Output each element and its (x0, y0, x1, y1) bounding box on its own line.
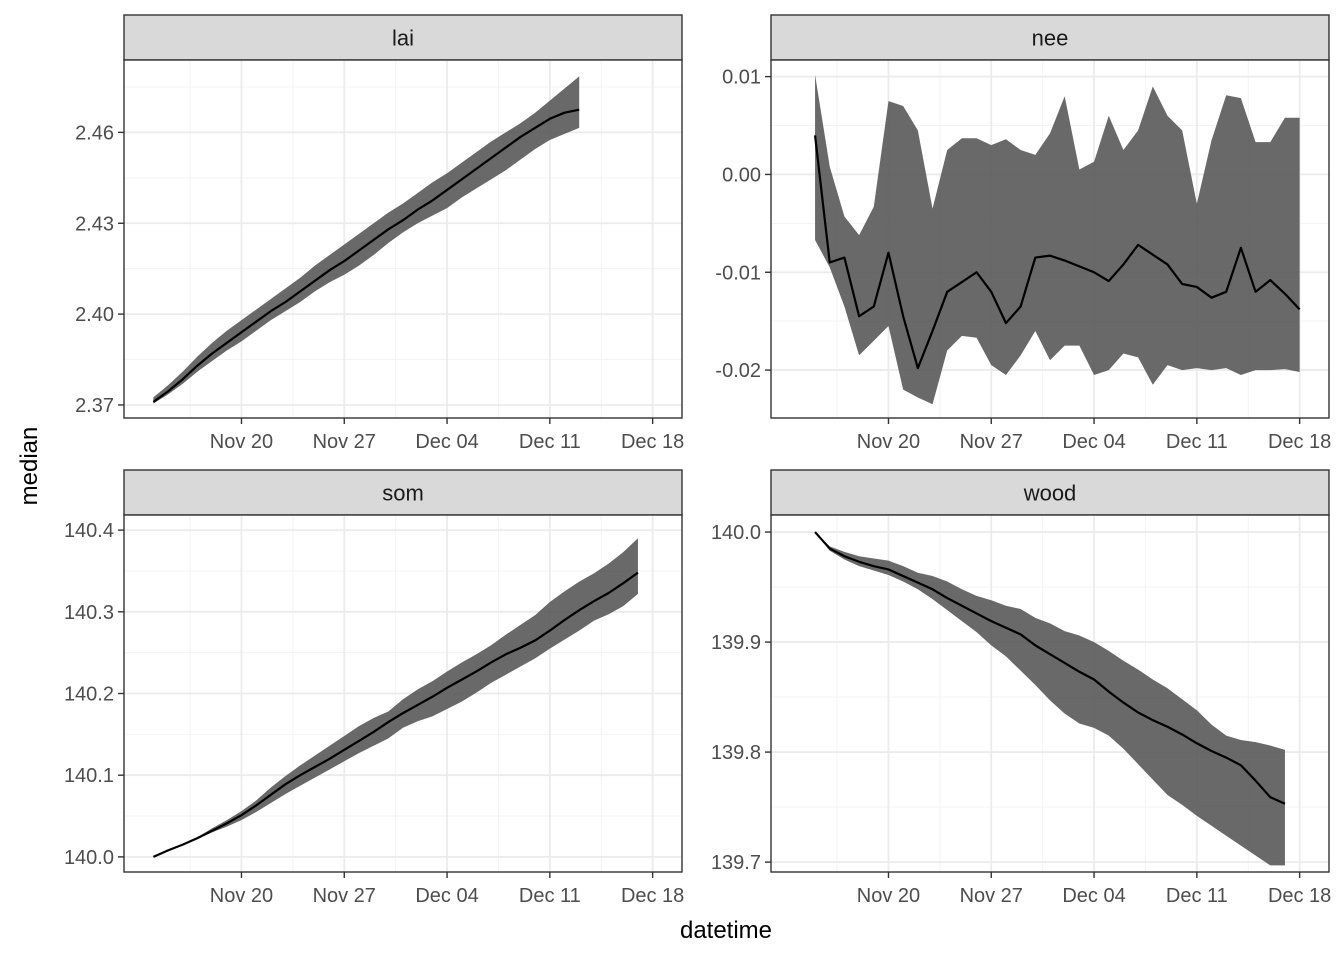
panel-border-nee (770, 59, 1330, 419)
x-tick-label-lai-3: Dec 11 (519, 431, 581, 453)
median-line-som (152, 571, 639, 858)
panel-nee: nee -0.02 -0.01 0.00 0.01 Nov 20 Nov 27 Dec 04 D… (715, 14, 1331, 453)
strip-som (123, 469, 683, 516)
panel-lai: lai 2.37 2.40 2.43 2.46 Nov 20 Nov 27 Dec 04 Dec… (75, 14, 684, 453)
y-tick-label-nee-1: -0.01 (715, 262, 761, 284)
y-tick-label-nee-3: 0.01 (722, 67, 761, 89)
x-tick-label-nee-2: Dec 04 (1062, 431, 1125, 453)
y-tick-label-som-3: 140.3 (64, 602, 114, 624)
x-tick-label-lai-0: Nov 20 (210, 431, 273, 453)
y-tick-label-wood-1: 139.8 (711, 742, 761, 764)
x-tick-label-lai-1: Nov 27 (313, 431, 376, 453)
y-tick-label-lai-2: 2.43 (75, 213, 114, 235)
facet-panels: lai 2.37 2.40 2.43 2.46 Nov 20 Nov 27 Dec 04 Dec… (64, 14, 1331, 907)
strip-label-lai: lai (392, 26, 414, 51)
median-line-lai (152, 108, 580, 403)
x-tick-label-wood-2: Dec 04 (1062, 885, 1125, 907)
x-tick-label-som-1: Nov 27 (313, 885, 376, 907)
panel-border-lai (123, 59, 683, 419)
strip-label-som: som (382, 481, 424, 506)
x-tick-label-som-3: Dec 11 (519, 885, 581, 907)
ribbon-lai (153, 76, 580, 404)
x-tick-label-lai-2: Dec 04 (415, 431, 478, 453)
ribbon-wood (815, 532, 1285, 866)
y-tick-label-lai-1: 2.40 (75, 304, 114, 326)
y-tick-label-lai-0: 2.37 (75, 395, 114, 417)
y-tick-label-wood-2: 139.9 (711, 632, 761, 654)
x-tick-label-nee-1: Nov 27 (960, 431, 1023, 453)
x-tick-label-som-2: Dec 04 (415, 885, 478, 907)
strip-label-nee: nee (1032, 26, 1069, 51)
strip-lai (123, 14, 683, 61)
y-tick-label-som-0: 140.0 (64, 847, 114, 869)
y-tick-label-som-2: 140.2 (64, 684, 114, 706)
y-tick-label-som-1: 140.1 (64, 765, 114, 787)
x-tick-label-wood-3: Dec 11 (1166, 885, 1228, 907)
y-tick-label-lai-3: 2.46 (75, 122, 114, 144)
x-tick-label-nee-3: Dec 11 (1166, 431, 1228, 453)
x-tick-label-wood-0: Nov 20 (857, 885, 920, 907)
x-tick-label-som-0: Nov 20 (210, 885, 273, 907)
x-tick-label-lai-4: Dec 18 (621, 431, 684, 453)
x-tick-label-som-4: Dec 18 (621, 885, 684, 907)
x-tick-label-wood-1: Nov 27 (960, 885, 1023, 907)
panel-wood: wood 139.7 139.8 139.9 140.0 Nov 20 Nov 27 Dec … (711, 469, 1331, 907)
panel-som: som 140.0 140.1 140.2 140.3 140.4 Nov 20 Nov 27… (64, 469, 684, 907)
median-line-nee (813, 135, 1301, 370)
strip-label-wood: wood (1023, 481, 1077, 506)
x-tick-label-nee-0: Nov 20 (857, 431, 920, 453)
y-tick-label-nee-0: -0.02 (715, 360, 761, 382)
y-axis-title: median (16, 427, 43, 506)
y-tick-label-nee-2: 0.00 (722, 164, 761, 186)
median-line-wood (814, 531, 1286, 805)
strip-wood (770, 469, 1330, 516)
panel-border-wood (770, 514, 1330, 873)
panel-background-lai (124, 60, 682, 418)
x-axis-title: datetime (680, 917, 772, 944)
y-tick-label-som-4: 140.4 (64, 520, 114, 542)
x-tick-label-wood-4: Dec 18 (1268, 885, 1331, 907)
y-tick-label-wood-3: 140.0 (711, 522, 761, 544)
y-tick-label-wood-0: 139.7 (711, 852, 761, 874)
x-tick-label-nee-4: Dec 18 (1268, 431, 1331, 453)
